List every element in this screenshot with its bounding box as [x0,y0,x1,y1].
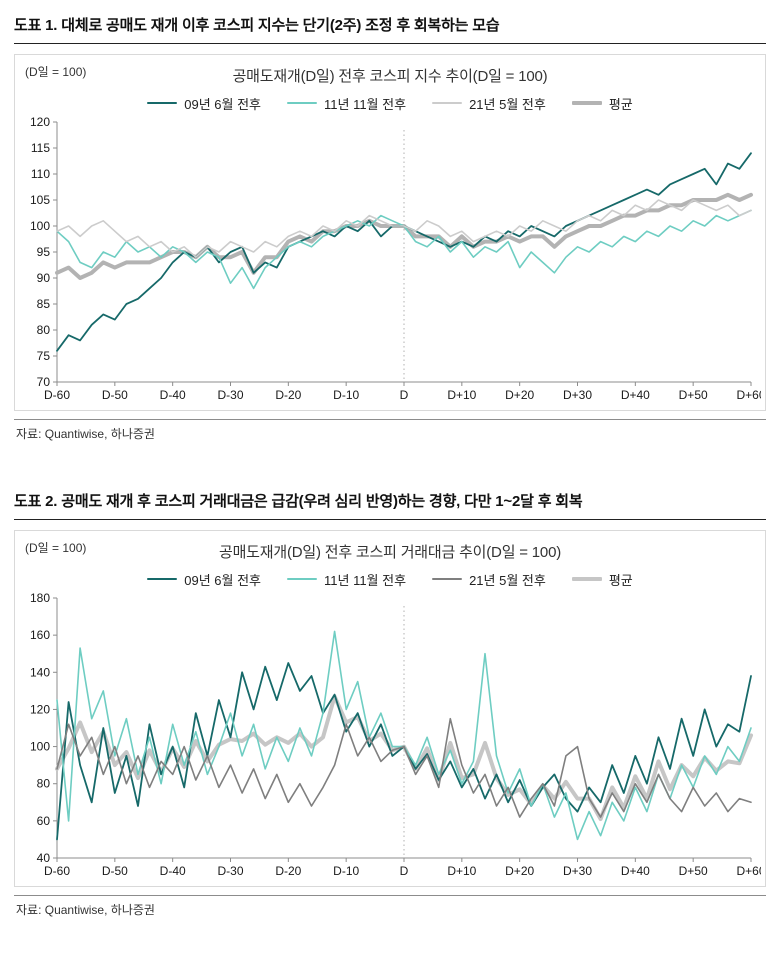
svg-text:D-40: D-40 [160,388,186,402]
svg-text:D: D [400,864,409,878]
svg-text:80: 80 [37,323,51,337]
svg-text:120: 120 [30,702,50,716]
figure2-unit-label: (D일 = 100) [25,541,87,555]
kospi-index-chart: 70 75 80 85 90 95 100 105 110 115 120 D-60 D-50 D-40 D… [30,116,761,402]
legend-item: 21년 5월 전후 [432,570,546,589]
figure1-heading: 도표 1. 대체로 공매도 재개 이후 코스피 지수는 단기(2주) 조정 후 … [14,10,766,44]
legend-line-swatch [432,102,463,104]
legend-label: 21년 5월 전후 [469,96,546,112]
legend-line-swatch [287,102,317,104]
svg-text:75: 75 [37,349,51,363]
svg-text:D+10: D+10 [447,388,476,402]
svg-text:120: 120 [30,116,50,129]
svg-text:D-60: D-60 [44,388,70,402]
svg-text:110: 110 [31,167,50,181]
legend-line-swatch [287,578,317,580]
legend-line-swatch [147,578,178,580]
svg-text:D+50: D+50 [679,864,708,878]
svg-text:90: 90 [37,271,51,285]
svg-text:D: D [400,388,409,402]
svg-text:D-50: D-50 [102,864,128,878]
svg-text:D-20: D-20 [275,388,301,402]
svg-text:D-40: D-40 [160,864,186,878]
svg-text:D+10: D+10 [447,864,476,878]
legend-line-swatch [571,101,602,105]
legend-item: 09년 6월 전후 [147,94,261,113]
svg-text:115: 115 [31,141,50,155]
legend-item: 평균 [571,94,633,113]
svg-text:D+60: D+60 [736,864,761,878]
svg-text:D-20: D-20 [275,864,301,878]
legend-item: 09년 6월 전후 [147,570,261,589]
legend-label: 21년 5월 전후 [469,572,546,588]
figure2-heading: 도표 2. 공매도 재개 후 코스피 거래대금은 급감(우려 심리 반영)하는 … [14,486,766,520]
legend-item: 11년 11월 전후 [287,94,406,113]
svg-text:D-30: D-30 [217,388,243,402]
legend-item: 11년 11월 전후 [287,570,406,589]
legend-line-swatch [571,577,602,581]
figure2-legend: 09년 6월 전후 11년 11월 전후 21년 5월 전후 평균 [21,568,759,590]
svg-text:60: 60 [37,814,51,828]
report-page: 도표 1. 대체로 공매도 재개 이후 코스피 지수는 단기(2주) 조정 후 … [14,10,766,920]
legend-item: 21년 5월 전후 [432,94,546,113]
svg-text:D-60: D-60 [44,864,70,878]
svg-text:140: 140 [30,665,50,679]
legend-label: 11년 11월 전후 [324,96,407,112]
legend-line-swatch [147,102,178,104]
svg-text:180: 180 [30,592,50,605]
svg-text:160: 160 [30,628,50,642]
legend-label: 09년 6월 전후 [184,96,261,112]
legend-label: 평균 [608,96,633,112]
figure1-legend: 09년 6월 전후 11년 11월 전후 21년 5월 전후 평균 [21,92,759,114]
svg-text:D+30: D+30 [563,388,592,402]
svg-text:95: 95 [37,245,51,259]
legend-label: 평균 [608,572,633,588]
figure1-unit-label: (D일 = 100) [25,65,87,79]
svg-text:D+40: D+40 [621,388,650,402]
svg-text:D+20: D+20 [505,864,534,878]
svg-text:100: 100 [30,740,50,754]
svg-text:D-50: D-50 [102,388,128,402]
figure2-chart-title: 공매도재개(D일) 전후 코스피 거래대금 추이(D일 = 100) [218,544,562,561]
svg-text:100: 100 [30,219,50,233]
svg-text:D+60: D+60 [736,388,761,402]
figure2-chart-card: (D일 = 100) 공매도재개(D일) 전후 코스피 거래대금 추이(D일 =… [14,530,766,887]
svg-text:D+20: D+20 [505,388,534,402]
figure1-chart-title: 공매도재개(D일) 전후 코스피 지수 추이(D일 = 100) [232,68,548,85]
section-spacer [14,444,766,486]
legend-item: 평균 [571,570,633,589]
svg-text:D+30: D+30 [563,864,592,878]
svg-text:85: 85 [37,297,51,311]
svg-text:40: 40 [37,851,51,865]
legend-line-swatch [432,578,463,580]
svg-text:D-10: D-10 [333,864,359,878]
figure1-chart-card: (D일 = 100) 공매도재개(D일) 전후 코스피 지수 추이(D일 = 1… [14,54,766,411]
legend-label: 09년 6월 전후 [184,572,261,588]
svg-text:D+40: D+40 [621,864,650,878]
svg-text:105: 105 [30,193,50,207]
figure1-source: 자료: Quantiwise, 하나증권 [14,419,766,444]
svg-text:D-30: D-30 [217,864,243,878]
legend-label: 11년 11월 전후 [324,572,407,588]
kospi-turnover-chart: 40 60 80 100 120 140 160 180 D-60 D-50 D-40 D-30 D-2… [30,592,761,878]
svg-text:80: 80 [37,777,51,791]
svg-text:D-10: D-10 [333,388,359,402]
figure2-source: 자료: Quantiwise, 하나증권 [14,895,766,920]
svg-text:D+50: D+50 [679,388,708,402]
svg-text:70: 70 [37,375,51,389]
